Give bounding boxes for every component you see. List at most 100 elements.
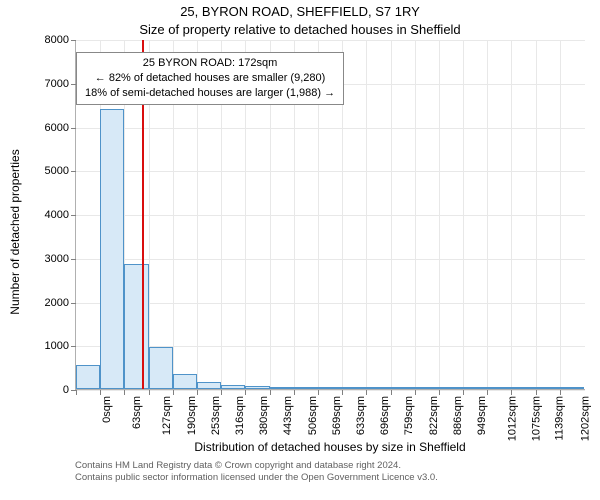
histogram-bar	[415, 387, 439, 389]
y-tick-label: 8000	[29, 34, 69, 46]
histogram-bar	[76, 365, 100, 389]
x-tick-mark	[294, 390, 295, 395]
gridline-h	[76, 40, 585, 41]
chart-container: 25, BYRON ROAD, SHEFFIELD, S7 1RY Size o…	[0, 0, 600, 500]
x-tick-mark	[439, 390, 440, 395]
x-tick-mark	[245, 390, 246, 395]
attribution-line-1: Contains HM Land Registry data © Crown c…	[75, 460, 585, 472]
x-tick-label: 127sqm	[162, 396, 174, 435]
y-tick-label: 6000	[29, 122, 69, 134]
histogram-bar	[221, 385, 245, 389]
gridline-v	[536, 40, 537, 389]
histogram-bar	[100, 109, 124, 389]
y-tick-label: 4000	[29, 209, 69, 221]
x-tick-mark	[366, 390, 367, 395]
histogram-bar	[536, 387, 560, 389]
y-tick-label: 3000	[29, 253, 69, 265]
y-tick-mark	[71, 259, 76, 260]
gridline-h	[76, 128, 585, 129]
histogram-bar	[463, 387, 487, 389]
histogram-bar	[149, 347, 173, 389]
x-tick-label: 569sqm	[331, 396, 343, 435]
y-tick-mark	[71, 40, 76, 41]
gridline-h	[76, 259, 585, 260]
x-tick-mark	[536, 390, 537, 395]
x-tick-label: 253sqm	[210, 396, 222, 435]
x-tick-label: 1075sqm	[531, 396, 543, 441]
chart-title: 25, BYRON ROAD, SHEFFIELD, S7 1RY	[0, 4, 600, 19]
histogram-bar	[294, 387, 318, 389]
x-tick-mark	[415, 390, 416, 395]
gridline-h	[76, 215, 585, 216]
plot-area: 0100020003000400050006000700080000sqm63s…	[75, 40, 585, 390]
x-tick-mark	[76, 390, 77, 395]
y-tick-mark	[71, 171, 76, 172]
histogram-bar	[173, 374, 197, 389]
gridline-v	[487, 40, 488, 389]
x-tick-mark	[100, 390, 101, 395]
histogram-bar	[197, 382, 221, 389]
x-tick-label: 443sqm	[283, 396, 295, 435]
x-tick-label: 759sqm	[403, 396, 415, 435]
histogram-bar	[511, 387, 535, 389]
x-tick-mark	[391, 390, 392, 395]
y-tick-label: 1000	[29, 340, 69, 352]
histogram-bar	[245, 386, 269, 389]
y-tick-mark	[71, 128, 76, 129]
x-tick-mark	[511, 390, 512, 395]
x-tick-mark	[221, 390, 222, 395]
x-tick-mark	[270, 390, 271, 395]
gridline-h	[76, 303, 585, 304]
gridline-v	[560, 40, 561, 389]
attribution-line-2: Contains public sector information licen…	[75, 472, 585, 484]
x-tick-label: 380sqm	[258, 396, 270, 435]
x-tick-label: 949sqm	[476, 396, 488, 435]
y-tick-label: 5000	[29, 165, 69, 177]
x-tick-label: 0sqm	[101, 396, 113, 423]
histogram-bar	[270, 387, 294, 389]
y-tick-mark	[71, 303, 76, 304]
x-tick-label: 1202sqm	[579, 396, 591, 441]
y-tick-mark	[71, 346, 76, 347]
histogram-bar	[487, 387, 511, 389]
histogram-bar	[318, 387, 342, 389]
x-axis-label: Distribution of detached houses by size …	[75, 440, 585, 454]
histogram-bar	[366, 387, 390, 389]
gridline-v	[391, 40, 392, 389]
x-tick-label: 190sqm	[186, 396, 198, 435]
x-tick-mark	[560, 390, 561, 395]
x-tick-mark	[149, 390, 150, 395]
histogram-bar	[391, 387, 415, 389]
info-box: 25 BYRON ROAD: 172sqm← 82% of detached h…	[76, 52, 344, 105]
x-tick-label: 63sqm	[131, 396, 143, 429]
y-tick-label: 2000	[29, 297, 69, 309]
x-tick-mark	[124, 390, 125, 395]
x-tick-label: 696sqm	[379, 396, 391, 435]
x-tick-mark	[463, 390, 464, 395]
x-tick-label: 886sqm	[452, 396, 464, 435]
y-axis-label: Number of detached properties	[8, 122, 22, 342]
gridline-v	[511, 40, 512, 389]
x-tick-label: 822sqm	[428, 396, 440, 435]
attribution-text: Contains HM Land Registry data © Crown c…	[75, 460, 585, 485]
x-tick-mark	[342, 390, 343, 395]
x-tick-mark	[487, 390, 488, 395]
x-tick-label: 316sqm	[234, 396, 246, 435]
y-tick-label: 0	[29, 384, 69, 396]
gridline-v	[415, 40, 416, 389]
x-tick-label: 1139sqm	[554, 396, 566, 440]
histogram-bar	[439, 387, 463, 389]
x-tick-label: 1012sqm	[506, 396, 518, 441]
gridline-h	[76, 171, 585, 172]
gridline-v	[366, 40, 367, 389]
info-box-line-2: ← 82% of detached houses are smaller (9,…	[85, 71, 335, 86]
histogram-bar	[124, 264, 148, 389]
info-box-line-3: 18% of semi-detached houses are larger (…	[85, 86, 335, 101]
y-tick-mark	[71, 215, 76, 216]
chart-subtitle: Size of property relative to detached ho…	[0, 22, 600, 37]
x-tick-mark	[197, 390, 198, 395]
gridline-v	[463, 40, 464, 389]
histogram-bar	[560, 387, 584, 389]
info-box-line-1: 25 BYRON ROAD: 172sqm	[85, 56, 335, 71]
histogram-bar	[342, 387, 366, 389]
